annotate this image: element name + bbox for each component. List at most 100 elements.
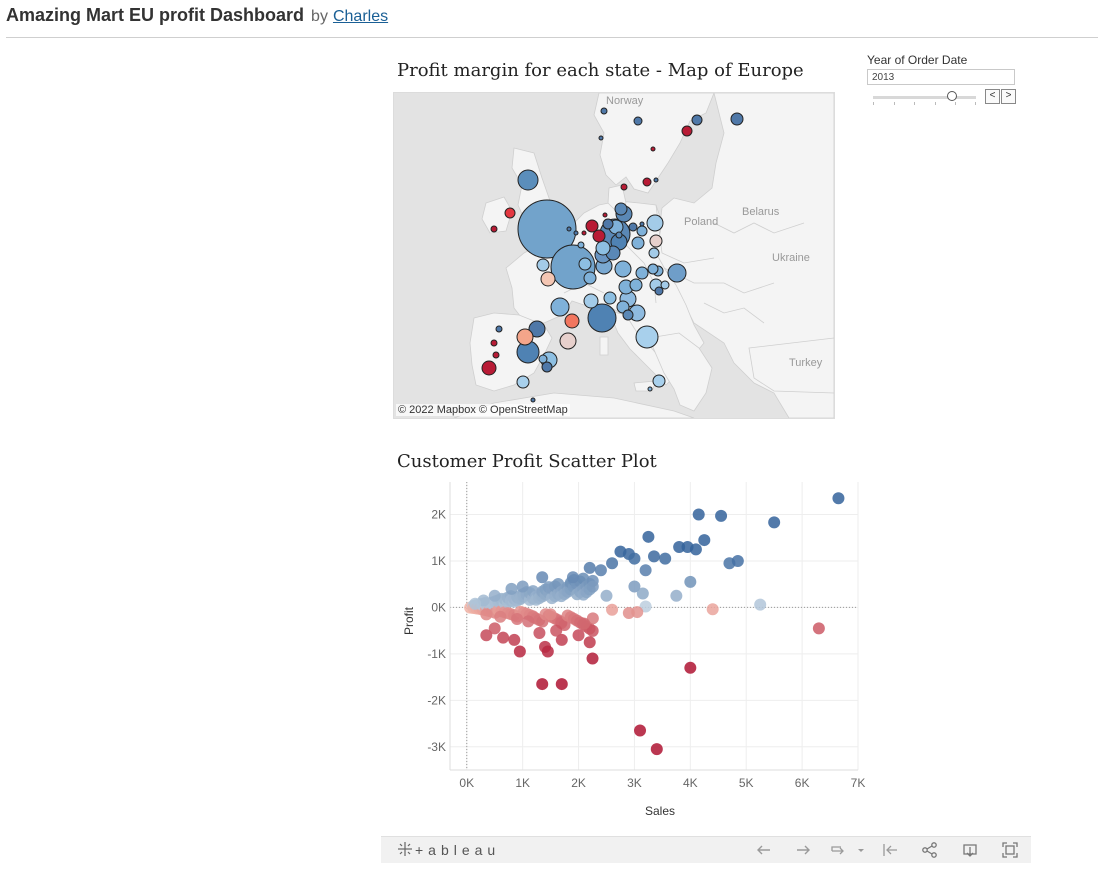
map-bubble[interactable] [517, 169, 539, 191]
map-bubble[interactable] [585, 219, 599, 233]
scatter-point[interactable] [536, 571, 549, 584]
map-bubble[interactable] [602, 218, 614, 230]
map-bubble[interactable] [620, 183, 628, 191]
scatter-point[interactable] [606, 557, 619, 570]
scatter-point[interactable] [594, 564, 607, 577]
scatter-point[interactable] [513, 645, 526, 658]
map-bubble[interactable] [667, 263, 687, 283]
scatter-point[interactable] [634, 724, 647, 737]
scatter-point[interactable] [533, 626, 546, 639]
map-bubble[interactable] [595, 240, 611, 256]
scatter-point[interactable] [731, 554, 744, 567]
scatter-point[interactable] [469, 597, 482, 610]
map-bubble[interactable] [587, 303, 617, 333]
scatter-point[interactable] [508, 633, 521, 646]
scatter-point[interactable] [505, 582, 518, 595]
scatter-point[interactable] [541, 645, 554, 658]
map-bubble[interactable] [631, 236, 645, 250]
map-bubble[interactable] [538, 354, 548, 364]
map-bubble[interactable] [649, 234, 663, 248]
scatter-point[interactable] [600, 589, 613, 602]
scatter-point[interactable] [494, 610, 507, 623]
map-bubble[interactable] [495, 325, 503, 333]
scatter-point[interactable] [488, 589, 501, 602]
year-slider-knob[interactable] [947, 91, 957, 101]
scatter-point[interactable] [812, 622, 825, 635]
map-bubble[interactable] [550, 297, 570, 317]
map-bubble[interactable] [730, 112, 744, 126]
scatter-point[interactable] [583, 561, 596, 574]
year-prev-button[interactable]: < [985, 89, 1000, 104]
map-bubble[interactable] [636, 225, 648, 237]
map-bubble[interactable] [517, 199, 577, 259]
scatter-point[interactable] [586, 612, 599, 625]
map-bubble[interactable] [536, 258, 550, 272]
dropdown-caret-icon[interactable] [855, 841, 867, 859]
scatter-chart[interactable]: 0K 1K 2K 3K 4K 5K 6K 7K 2K 1K 0K -1K -2K -3K Sales Prof… [390, 478, 870, 828]
scatter-point[interactable] [586, 624, 599, 637]
map-bubble[interactable] [592, 229, 606, 243]
scatter-point[interactable] [684, 575, 697, 588]
scatter-point[interactable] [628, 580, 641, 593]
download-icon[interactable] [961, 841, 979, 859]
map-bubble[interactable] [615, 231, 623, 239]
scatter-point[interactable] [516, 580, 529, 593]
scatter-point[interactable] [715, 509, 728, 522]
tableau-logo[interactable]: +ableau [397, 841, 500, 858]
map-bubble[interactable] [647, 386, 653, 392]
map-attribution[interactable]: © 2022 Mapbox © OpenStreetMap [396, 404, 570, 416]
scatter-point[interactable] [583, 636, 596, 649]
year-slider[interactable]: < > [867, 89, 1019, 107]
redo-icon[interactable] [794, 841, 812, 859]
scatter-point[interactable] [555, 633, 568, 646]
scatter-point[interactable] [768, 516, 781, 529]
map-bubble[interactable] [633, 116, 643, 126]
scatter-point[interactable] [511, 613, 524, 626]
map-bubble[interactable] [540, 271, 556, 287]
map-bubble[interactable] [635, 266, 649, 280]
map-bubble[interactable] [530, 397, 536, 403]
map-bubble[interactable] [691, 114, 703, 126]
map-bubble[interactable] [653, 177, 659, 183]
map-bubble[interactable] [583, 271, 597, 285]
map-bubble[interactable] [504, 207, 516, 219]
map-bubble[interactable] [652, 374, 666, 388]
scatter-point[interactable] [586, 580, 599, 593]
scatter-point[interactable] [692, 508, 705, 521]
map-bubble[interactable] [578, 257, 592, 271]
map-bubble[interactable] [490, 339, 498, 347]
map-bubble[interactable] [528, 320, 546, 338]
scatter-point[interactable] [488, 622, 501, 635]
scatter-point[interactable] [673, 541, 686, 554]
scatter-point[interactable] [480, 608, 493, 621]
map-bubble[interactable] [577, 241, 585, 249]
map-bubble[interactable] [559, 332, 577, 350]
scatter-plot-area[interactable]: 0K 1K 2K 3K 4K 5K 6K 7K 2K 1K 0K -1K -2K -3K Sales Prof… [390, 478, 870, 823]
map-bubble[interactable] [628, 222, 638, 232]
scatter-point[interactable] [480, 629, 493, 642]
scatter-point[interactable] [636, 587, 649, 600]
scatter-point[interactable] [648, 550, 660, 563]
author-link[interactable]: Charles [332, 8, 389, 25]
map-bubble[interactable] [602, 212, 608, 218]
map-bubble[interactable] [583, 293, 599, 309]
scatter-point[interactable] [572, 629, 585, 642]
revert-icon[interactable] [829, 841, 847, 859]
scatter-point[interactable] [555, 678, 568, 691]
map-bubble[interactable] [603, 291, 617, 305]
map-bubble[interactable] [481, 360, 497, 376]
scatter-point[interactable] [544, 608, 557, 621]
map-bubble[interactable] [614, 202, 628, 216]
year-next-button[interactable]: > [1001, 89, 1016, 104]
scatter-point[interactable] [497, 631, 510, 644]
europe-map[interactable]: Norway Poland Belarus Ukraine Turkey [393, 92, 835, 419]
share-icon[interactable] [921, 841, 939, 859]
scatter-point[interactable] [639, 564, 652, 577]
scatter-point[interactable] [684, 661, 697, 674]
map-bubble[interactable] [629, 278, 643, 292]
scatter-point[interactable] [536, 678, 549, 691]
scatter-point[interactable] [631, 606, 644, 619]
scatter-point[interactable] [659, 552, 672, 565]
scatter-point[interactable] [706, 603, 719, 616]
map-bubble[interactable] [650, 146, 656, 152]
